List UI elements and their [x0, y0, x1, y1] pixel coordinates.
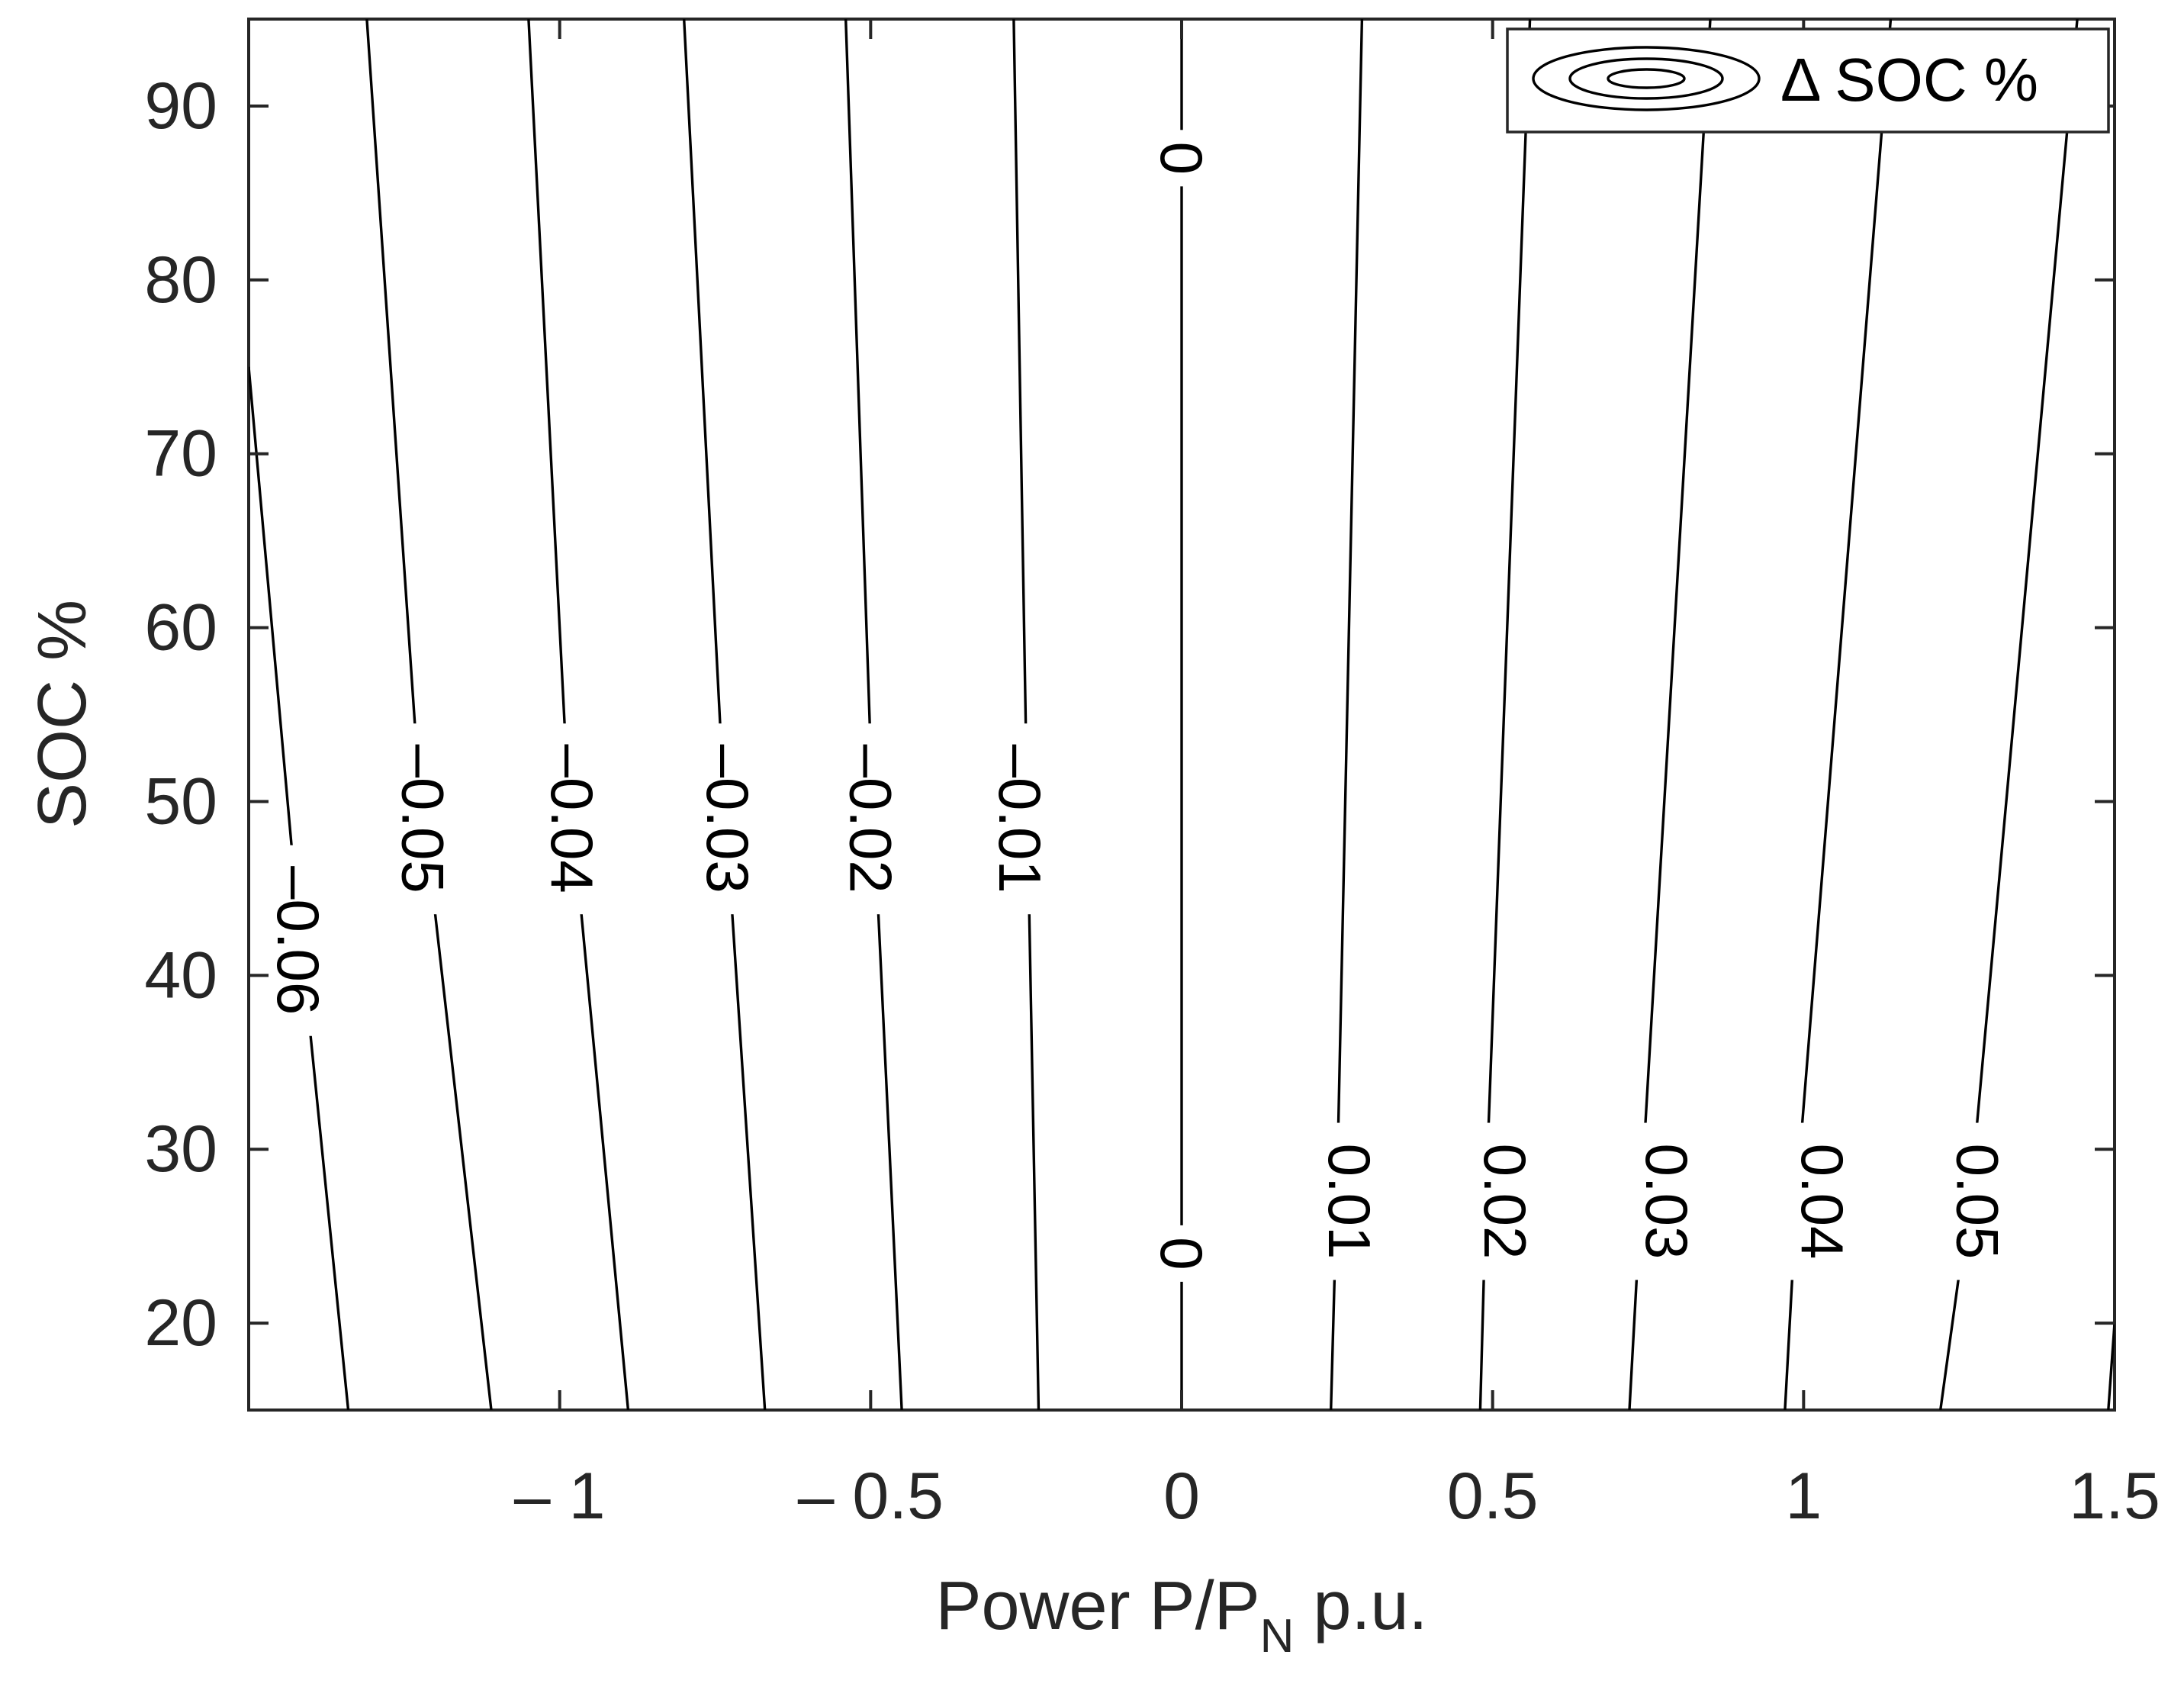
contour-label-gap — [694, 723, 761, 915]
contour-label-11-0: 0.05 — [1944, 1144, 2012, 1260]
contour-label-gap — [539, 723, 605, 915]
legend-label: Δ SOC % — [1780, 46, 2038, 114]
x-tick-label: 1.5 — [2069, 1460, 2160, 1533]
contour-label-gap — [1317, 1122, 1383, 1280]
contour-label-0-0: –0.06 — [265, 866, 332, 1015]
contour-legend-icon — [1532, 46, 1761, 111]
contour-label-gap — [987, 723, 1053, 915]
contour-label-gap — [1149, 130, 1214, 187]
contour-label-gap — [1472, 1122, 1538, 1280]
y-tick-labels: 20 30 40 50 60 70 80 90 — [144, 69, 217, 1360]
contour-label-4-0: –0.02 — [837, 745, 904, 893]
y-tick-label: 90 — [144, 69, 217, 143]
contour-label-2-0: –0.04 — [539, 745, 606, 893]
contour-line-12 — [2107, 1322, 2115, 1410]
contour-label-3-0: –0.03 — [694, 745, 761, 893]
x-tick-label: 0.5 — [1447, 1460, 1539, 1533]
contour-label-1-0: –0.05 — [389, 745, 456, 893]
contour-label-6-0: 0 — [1148, 142, 1215, 175]
y-tick-label: 50 — [144, 765, 217, 838]
contour-label-gap — [390, 723, 456, 915]
y-tick-label: 20 — [144, 1286, 217, 1360]
contour-label-6-1: 0 — [1148, 1237, 1215, 1270]
contour-label-7-0: 0.01 — [1316, 1144, 1383, 1260]
contour-label-5-0: –0.01 — [986, 745, 1053, 893]
contour-label-gap — [1633, 1122, 1700, 1280]
contour-labels: –0.06 –0.05 –0.04 –0.03 –0.02 –0.01 0 0 0.01 0.02… — [265, 130, 2012, 1282]
y-tick-label: 30 — [144, 1112, 217, 1186]
y-tick-label: 60 — [144, 591, 217, 665]
x-axis-label: Power P/PN p.u. — [935, 1568, 1427, 1663]
x-tick-label: – 0.5 — [798, 1460, 944, 1533]
contour-label-gap — [1149, 1225, 1214, 1282]
legend: Δ SOC % — [1506, 27, 2110, 134]
y-tick-label: 40 — [144, 938, 217, 1012]
x-tick-label: 1 — [1785, 1460, 1822, 1533]
y-axis-label: SOC % — [24, 600, 101, 829]
x-tick-label: – 1 — [514, 1460, 606, 1533]
x-tick-label: 0 — [1163, 1460, 1200, 1533]
x-tick-labels: – 1 – 0.5 0 0.5 1 1.5 — [514, 1460, 2160, 1533]
contour-label-9-0: 0.03 — [1633, 1144, 1700, 1260]
contour-label-gap — [1944, 1122, 2011, 1280]
axis-ticks — [249, 19, 2116, 1410]
contour-label-gap — [265, 845, 332, 1036]
contour-label-10-0: 0.04 — [1789, 1144, 1856, 1260]
y-tick-label: 70 — [144, 417, 217, 491]
y-tick-label: 80 — [144, 243, 217, 317]
contour-label-gap — [1789, 1122, 1855, 1280]
contour-label-gap — [838, 723, 904, 915]
contour-label-8-0: 0.02 — [1472, 1144, 1539, 1260]
